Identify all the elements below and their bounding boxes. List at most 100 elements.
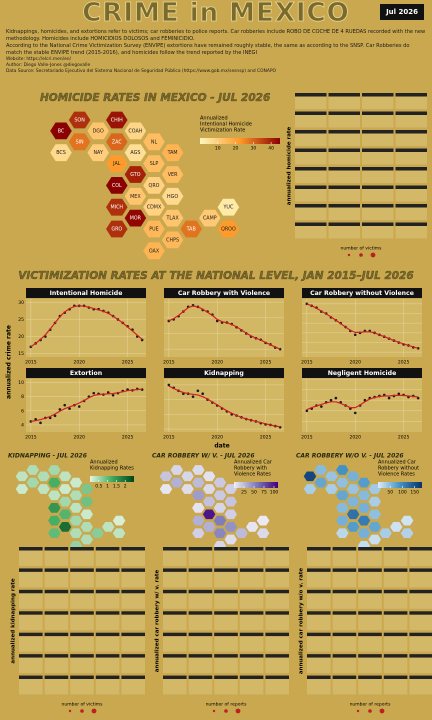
panel-header <box>302 368 422 378</box>
panel <box>409 593 432 609</box>
panel-header <box>358 675 382 680</box>
state-hex <box>223 521 238 533</box>
point <box>201 392 205 396</box>
panel-header <box>409 589 432 594</box>
state-hex <box>335 515 350 527</box>
panel-header <box>307 675 331 680</box>
state-label: COL <box>112 183 122 189</box>
panel-header <box>362 167 394 171</box>
point <box>353 411 357 415</box>
panel-header <box>44 654 69 658</box>
state-hex <box>68 489 84 501</box>
point <box>191 395 195 398</box>
legend-title: Annualized <box>90 460 118 466</box>
panel-header <box>362 130 394 134</box>
legend-title: Intentional Homicide <box>200 122 252 128</box>
x-tick-label: 2020 <box>211 360 223 366</box>
panel <box>383 593 408 609</box>
state-hex <box>104 197 130 217</box>
panel-header <box>307 568 331 572</box>
panel <box>19 614 43 631</box>
panel-header <box>188 675 213 680</box>
state-hex <box>234 527 249 539</box>
panel-header <box>295 93 327 97</box>
x-tick-label: 2020 <box>73 360 85 366</box>
panel <box>358 593 382 609</box>
panel-header <box>214 654 238 658</box>
panel <box>328 133 360 146</box>
panel <box>239 550 264 566</box>
state-label: QRO <box>149 183 160 189</box>
panel-header <box>307 611 331 615</box>
panel <box>328 207 360 220</box>
panel <box>328 115 360 128</box>
state-hex <box>160 208 185 228</box>
x-tick-label: 2025 <box>398 435 410 441</box>
state-label: SIN <box>76 139 84 145</box>
panel-header <box>332 589 357 594</box>
panel-header <box>395 148 427 152</box>
state-hex <box>216 197 241 217</box>
panel-header <box>409 611 432 615</box>
size-legend-dot <box>368 709 372 713</box>
panel-header <box>70 589 94 594</box>
map-title: CAR ROBBERY W/ V. - JUL 2026 <box>152 453 255 460</box>
point <box>53 414 57 418</box>
point <box>305 409 309 413</box>
legend-tick-label: 50 <box>387 490 393 496</box>
panel <box>188 636 213 652</box>
x-axis-label: date <box>214 443 229 450</box>
panel-title: Car Robbery without Violence <box>310 290 414 297</box>
panel-header <box>163 547 187 551</box>
state-hex <box>141 175 167 195</box>
state-label: BCS <box>56 150 66 156</box>
panel-header <box>163 611 187 615</box>
panel <box>395 207 427 220</box>
panel <box>295 170 327 183</box>
panel <box>214 657 238 674</box>
panel <box>95 593 120 609</box>
state-label: TAM <box>167 150 178 156</box>
legend-tick-label: 50 <box>251 490 257 496</box>
panel <box>332 614 357 631</box>
legend-tick-label: 100 <box>270 490 279 496</box>
panel-header <box>383 568 408 572</box>
hex-map <box>14 464 127 552</box>
panel-header <box>265 611 289 615</box>
state-hex <box>191 489 206 501</box>
state-hex <box>90 527 105 539</box>
panel-header <box>121 654 145 658</box>
panel-header <box>121 589 145 594</box>
panel <box>214 614 238 631</box>
legend-tick-label: 30 <box>250 146 256 152</box>
state-hex <box>79 508 94 520</box>
panel <box>383 614 408 631</box>
x-tick-label: 2020 <box>211 435 223 441</box>
panel-header <box>395 185 427 189</box>
panel-header <box>362 148 394 152</box>
legend-title: Kidnapping Rates <box>90 466 134 472</box>
x-tick-label: 2020 <box>73 435 85 441</box>
state-hex <box>47 502 62 514</box>
state-hex <box>58 483 73 495</box>
legend-tick-label: 40 <box>268 146 274 152</box>
panel-header <box>295 167 327 171</box>
panel <box>239 571 264 588</box>
point <box>167 383 171 387</box>
y-axis-label: annualized car robbery w/o v. rate <box>299 568 305 675</box>
size-legend-label: number of victims <box>341 246 383 252</box>
panel <box>188 614 213 631</box>
panel <box>328 226 360 239</box>
size-legend-dot <box>379 708 385 714</box>
point <box>387 396 391 400</box>
panel-header <box>121 611 145 615</box>
state-hex <box>202 483 217 495</box>
panel-header <box>265 547 289 551</box>
hex-map: BC SON CHIH COAH NL TAM BCS SIN DGO ZAC NAY JAL AGS S… <box>48 110 241 261</box>
panel <box>307 614 331 631</box>
panel <box>121 657 145 674</box>
panel <box>121 679 145 695</box>
state-hex <box>141 241 167 261</box>
state-hex <box>356 477 372 489</box>
state-hex <box>79 483 94 495</box>
